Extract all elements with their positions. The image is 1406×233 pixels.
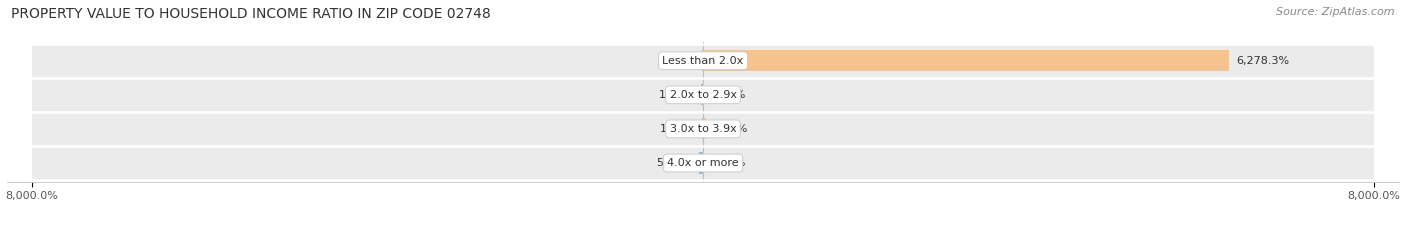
Bar <box>702 84 703 105</box>
Bar <box>703 50 1229 71</box>
Text: 30.4%: 30.4% <box>713 124 748 134</box>
Text: 4.0x or more: 4.0x or more <box>668 158 738 168</box>
Bar <box>703 118 706 140</box>
Bar <box>32 146 1374 180</box>
Text: PROPERTY VALUE TO HOUSEHOLD INCOME RATIO IN ZIP CODE 02748: PROPERTY VALUE TO HOUSEHOLD INCOME RATIO… <box>11 7 491 21</box>
Text: 6,278.3%: 6,278.3% <box>1236 56 1289 66</box>
Text: 3.0x to 3.9x: 3.0x to 3.9x <box>669 124 737 134</box>
Bar <box>699 152 703 174</box>
Text: Source: ZipAtlas.com: Source: ZipAtlas.com <box>1277 7 1395 17</box>
Text: 18.4%: 18.4% <box>659 90 695 100</box>
Text: 15.0%: 15.0% <box>659 124 695 134</box>
Text: 50.9%: 50.9% <box>657 158 692 168</box>
Bar <box>32 78 1374 112</box>
Text: 14.4%: 14.4% <box>659 56 695 66</box>
Text: 2.0x to 2.9x: 2.0x to 2.9x <box>669 90 737 100</box>
Text: Less than 2.0x: Less than 2.0x <box>662 56 744 66</box>
Bar <box>32 112 1374 146</box>
Bar <box>703 84 704 105</box>
Bar <box>32 44 1374 78</box>
Text: 12.6%: 12.6% <box>711 158 747 168</box>
Text: 16.8%: 16.8% <box>711 90 747 100</box>
